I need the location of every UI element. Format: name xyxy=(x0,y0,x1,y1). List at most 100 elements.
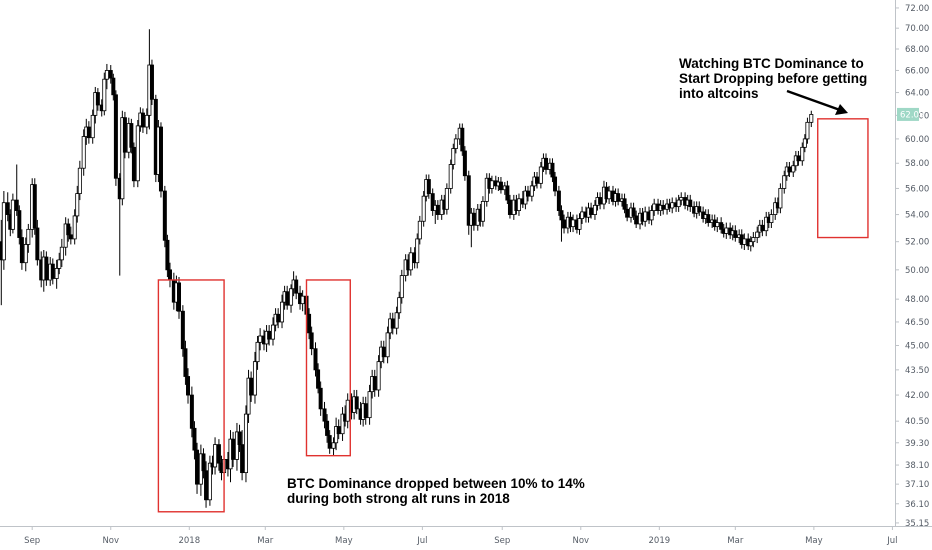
x-tick-label: Jul xyxy=(416,536,427,546)
candle xyxy=(408,247,413,276)
candle xyxy=(243,405,248,483)
candle xyxy=(237,424,242,452)
candle xyxy=(679,192,684,206)
candle-body xyxy=(285,291,290,306)
candle-body xyxy=(769,214,774,223)
y-tick-label: 52.00 xyxy=(905,238,929,248)
candle-body xyxy=(50,263,55,279)
candle xyxy=(57,252,62,275)
candle xyxy=(59,238,64,267)
candle-body xyxy=(471,212,476,226)
candle-body xyxy=(86,126,91,139)
candle-body xyxy=(111,77,116,96)
candle xyxy=(252,351,257,404)
candle-body xyxy=(140,112,145,128)
candle-body xyxy=(180,310,185,350)
candle-body xyxy=(616,193,621,202)
candle-body xyxy=(426,179,431,194)
candle-body xyxy=(90,114,95,139)
highlight-boxes xyxy=(157,118,869,513)
x-axis: Sep Nov 2018 Mar May Jul Sep Nov 2019 Mar May Jul xyxy=(24,526,898,546)
candle-body xyxy=(294,279,299,294)
y-tick-label: 37.10 xyxy=(905,480,929,490)
candle-body xyxy=(81,136,86,169)
candle-body xyxy=(216,444,221,464)
candle xyxy=(399,269,404,304)
candle xyxy=(607,185,612,205)
candle xyxy=(354,389,359,415)
candle xyxy=(444,183,449,215)
candle-body xyxy=(19,237,24,264)
candle xyxy=(216,439,221,471)
candle xyxy=(782,170,787,194)
candle-body xyxy=(676,199,681,208)
price-badge-bg xyxy=(897,107,919,121)
candle xyxy=(104,63,109,90)
candle-body xyxy=(313,348,318,371)
y-tick-label: 45.00 xyxy=(905,342,929,352)
candle xyxy=(484,173,489,207)
candle xyxy=(367,384,372,425)
candle xyxy=(580,206,585,224)
candle xyxy=(430,188,435,216)
x-tick-label: 2019 xyxy=(649,536,671,546)
candle xyxy=(267,325,272,346)
candle-body xyxy=(399,275,404,299)
x-tick-label: Mar xyxy=(257,536,274,546)
candle xyxy=(625,204,630,222)
candle xyxy=(505,180,510,205)
candle xyxy=(462,146,467,181)
candle xyxy=(670,197,675,214)
candle xyxy=(755,226,760,244)
candle xyxy=(544,153,549,175)
candle-body xyxy=(697,206,702,213)
candle xyxy=(742,233,747,251)
candle-body xyxy=(802,138,807,148)
candle-body xyxy=(550,162,555,178)
candle-body xyxy=(345,399,350,422)
y-tick-label: 50.00 xyxy=(905,266,929,276)
x-tick-label: May xyxy=(335,536,353,546)
candle-body xyxy=(652,203,657,211)
candle-body xyxy=(249,377,254,396)
candle xyxy=(697,201,702,216)
candle-body xyxy=(129,123,134,148)
candle xyxy=(327,430,332,454)
candle xyxy=(394,306,399,335)
candle-body xyxy=(149,64,154,100)
candle-body xyxy=(5,202,10,215)
candle-body xyxy=(688,199,693,208)
candle xyxy=(195,442,200,494)
candle-body xyxy=(1,202,6,261)
candle-body xyxy=(300,295,305,305)
y-tick-label: 72.00 xyxy=(905,4,929,14)
candle-body xyxy=(800,146,805,162)
x-tick-label: Nov xyxy=(572,536,589,546)
candle-body xyxy=(538,166,543,184)
candle xyxy=(453,134,458,154)
candle-body xyxy=(480,200,485,222)
candle xyxy=(213,437,218,475)
y-tick-label: 42.00 xyxy=(905,391,929,401)
candle-body xyxy=(580,211,585,219)
candle xyxy=(149,59,154,106)
candle xyxy=(201,448,206,479)
candle xyxy=(32,178,37,235)
highlight-box-2 xyxy=(305,279,351,457)
candle xyxy=(322,401,327,429)
candle xyxy=(255,335,260,370)
candle xyxy=(598,192,603,210)
candle xyxy=(466,170,471,235)
candle-body xyxy=(462,150,467,177)
highlight-box-3 xyxy=(817,118,869,239)
candle-body xyxy=(755,231,760,238)
y-tick-label: 39.30 xyxy=(905,439,929,449)
candle xyxy=(334,417,339,451)
candle-body xyxy=(706,214,711,223)
candle-body xyxy=(719,222,724,230)
candle xyxy=(331,437,336,456)
candle xyxy=(553,171,558,197)
candle xyxy=(23,237,28,272)
candle xyxy=(240,430,245,481)
